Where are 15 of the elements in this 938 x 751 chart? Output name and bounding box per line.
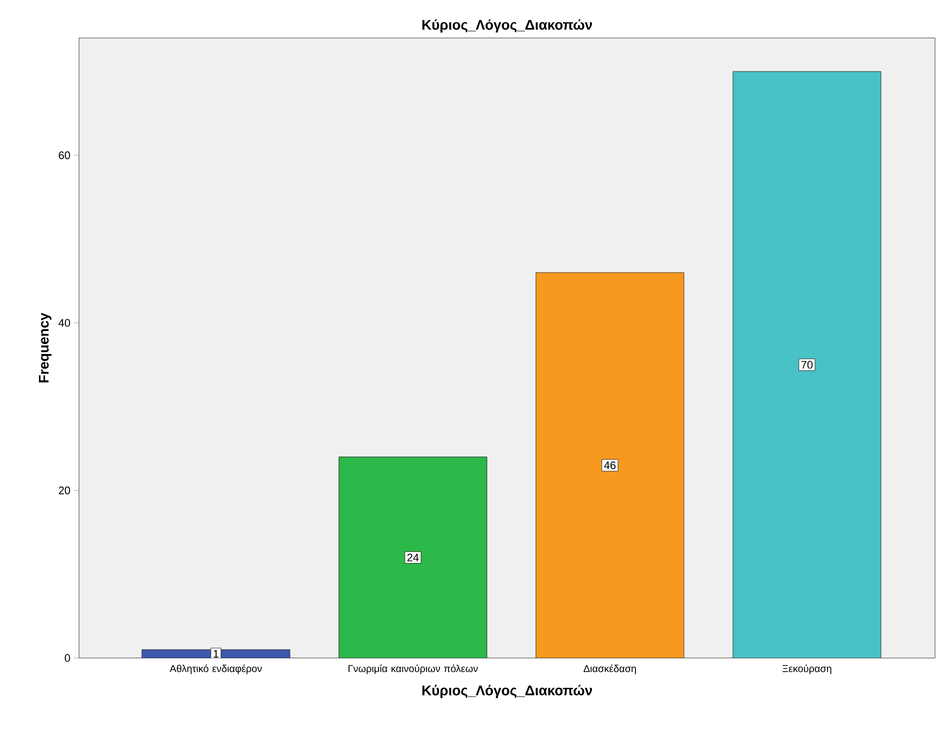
x-axis-title: Κύριος_Λόγος_Διακοπών [422,684,592,698]
x-tick-label: Γνωριμία καινούριων πόλεων [348,664,478,674]
x-tick-label: Διασκέδαση [584,664,636,674]
data-label: 46 [604,461,616,470]
y-tick-label: 60 [58,151,70,160]
y-tick-label: 20 [58,486,70,494]
chart-title: Κύριος_Λόγος_Διακοπών [422,19,592,32]
x-tick-label: Ξεκούραση [782,664,832,674]
x-tick-label: Αθλητικό ενδιαφέρον [170,664,262,674]
y-tick-label: 40 [58,318,70,327]
data-label: 24 [407,554,419,562]
data-label: 70 [801,360,813,369]
data-label: 1 [214,650,218,658]
y-tick-label: 0 [64,654,70,662]
y-axis-title: Frequency [38,312,52,382]
